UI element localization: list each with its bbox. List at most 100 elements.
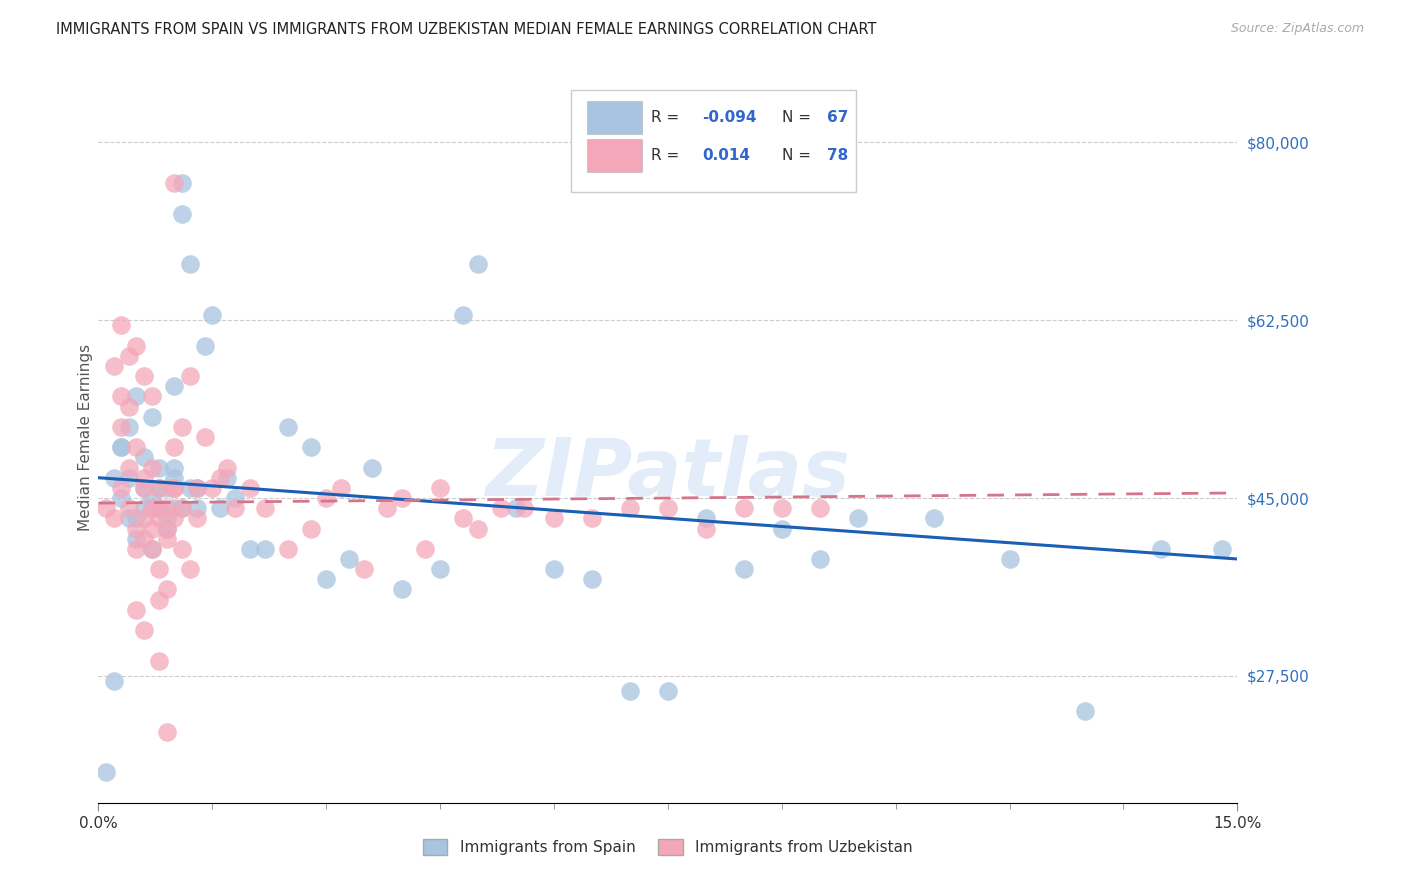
Point [141, 501, 163, 516]
Point [217, 471, 239, 485]
Text: 0.014: 0.014 [702, 148, 749, 163]
Point [132, 481, 155, 495]
Point [141, 541, 163, 556]
Point [118, 349, 141, 363]
Point [148, 481, 170, 495]
Point [141, 521, 163, 535]
Point [156, 501, 179, 516]
Point [156, 511, 179, 525]
Point [581, 572, 603, 586]
Point [224, 501, 246, 516]
FancyBboxPatch shape [571, 90, 856, 192]
Point [217, 460, 239, 475]
Point [148, 592, 170, 607]
Point [512, 501, 534, 516]
Point [156, 481, 179, 495]
Point [543, 511, 565, 525]
Point [657, 684, 679, 698]
Point [179, 257, 201, 271]
Point [619, 684, 641, 698]
Point [808, 501, 831, 516]
Point [467, 257, 489, 271]
Point [156, 582, 179, 597]
Point [353, 562, 375, 576]
Point [141, 389, 163, 403]
Point [125, 389, 148, 403]
Point [118, 501, 141, 516]
Point [770, 501, 793, 516]
Point [186, 501, 208, 516]
Point [277, 541, 299, 556]
Point [254, 541, 277, 556]
Point [132, 511, 155, 525]
Point [103, 471, 125, 485]
Point [299, 521, 322, 535]
Point [186, 511, 208, 525]
Point [299, 440, 322, 454]
Point [125, 603, 148, 617]
Point [148, 501, 170, 516]
Text: Source: ZipAtlas.com: Source: ZipAtlas.com [1230, 22, 1364, 36]
Point [156, 532, 179, 546]
Point [330, 481, 353, 495]
Point [998, 552, 1021, 566]
Text: ZIPatlas: ZIPatlas [485, 434, 851, 513]
Point [770, 521, 793, 535]
Point [141, 501, 163, 516]
Point [132, 450, 155, 465]
Point [1150, 541, 1173, 556]
Point [125, 532, 148, 546]
Text: N =: N = [782, 110, 815, 125]
Point [148, 511, 170, 525]
Point [110, 440, 132, 454]
Point [163, 511, 186, 525]
Point [118, 471, 141, 485]
Point [170, 541, 193, 556]
Point [148, 654, 170, 668]
Point [922, 511, 945, 525]
Point [239, 541, 262, 556]
Point [489, 501, 512, 516]
Point [451, 308, 474, 322]
Point [125, 511, 148, 525]
Point [156, 521, 179, 535]
Point [543, 562, 565, 576]
Point [148, 562, 170, 576]
Point [125, 338, 148, 352]
Point [148, 481, 170, 495]
Point [186, 481, 208, 495]
Text: IMMIGRANTS FROM SPAIN VS IMMIGRANTS FROM UZBEKISTAN MEDIAN FEMALE EARNINGS CORRE: IMMIGRANTS FROM SPAIN VS IMMIGRANTS FROM… [56, 22, 877, 37]
Point [733, 562, 755, 576]
Point [132, 623, 155, 637]
Point [110, 491, 132, 505]
Point [208, 471, 231, 485]
Point [163, 440, 186, 454]
FancyBboxPatch shape [586, 139, 641, 171]
Point [163, 379, 186, 393]
Point [132, 481, 155, 495]
Point [429, 562, 451, 576]
Point [125, 440, 148, 454]
Point [125, 521, 148, 535]
Point [103, 359, 125, 373]
Point [118, 511, 141, 525]
Point [179, 562, 201, 576]
Text: -0.094: -0.094 [702, 110, 756, 125]
Point [170, 501, 193, 516]
Point [619, 501, 641, 516]
Point [132, 532, 155, 546]
Point [846, 511, 869, 525]
Point [451, 511, 474, 525]
Point [360, 460, 382, 475]
Point [315, 572, 337, 586]
Point [156, 521, 179, 535]
Point [581, 511, 603, 525]
Point [141, 541, 163, 556]
Text: 78: 78 [827, 148, 849, 163]
Point [467, 521, 489, 535]
Point [239, 481, 262, 495]
Point [110, 318, 132, 333]
Point [208, 501, 231, 516]
Point [179, 369, 201, 384]
Point [94, 501, 117, 516]
